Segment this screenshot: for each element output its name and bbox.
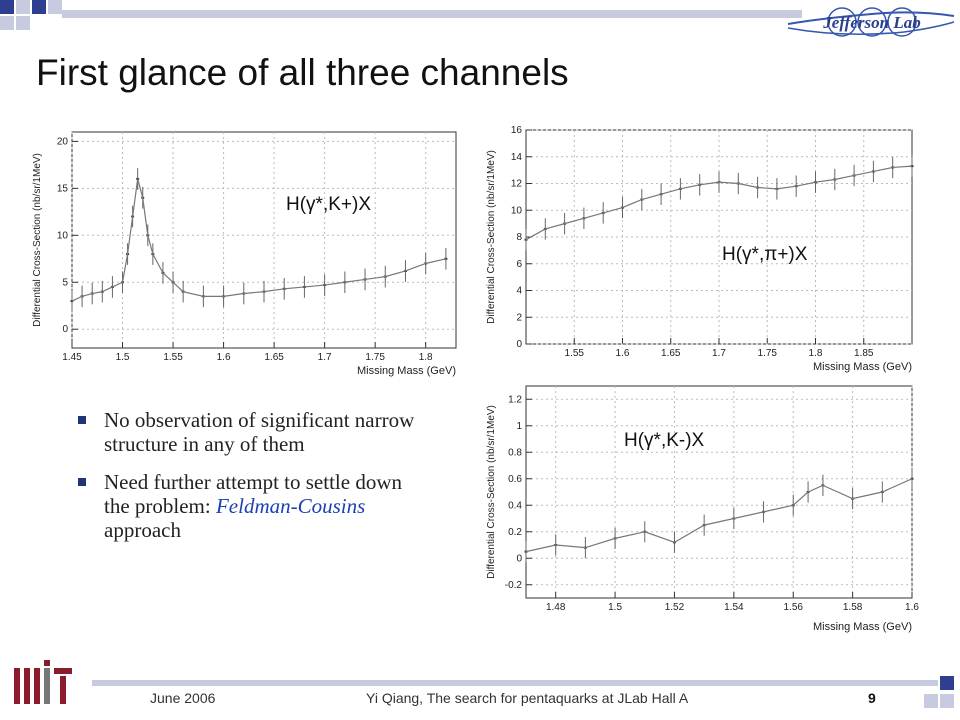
x-tick-label: 1.5	[608, 602, 622, 613]
chart-title: H(γ*,K+)X	[286, 194, 371, 215]
y-tick-label: 16	[511, 125, 523, 136]
x-tick-label: 1.58	[843, 602, 863, 613]
slide-title: First glance of all three channels	[36, 52, 569, 93]
bullet-list: No observation of significant narrow str…	[78, 408, 428, 556]
x-tick-label: 1.5	[116, 352, 130, 363]
x-tick-label: 1.65	[264, 352, 284, 363]
x-tick-label: 1.55	[163, 352, 183, 363]
bullet-text: No observation of significant narrow str…	[104, 408, 415, 456]
bullet-text: Need further attempt to settle down the …	[104, 470, 402, 518]
y-tick-label: 12	[511, 179, 523, 190]
y-tick-label: -0.2	[505, 580, 523, 591]
x-axis-label: Missing Mass (GeV)	[813, 621, 912, 633]
y-tick-label: 15	[57, 183, 69, 194]
y-tick-label: 6	[516, 259, 522, 270]
footer-date: June 2006	[150, 690, 216, 706]
y-axis-label: Differential Cross-Section (nb/sr/1MeV)	[486, 150, 497, 324]
chart-kminus: 1.48 1.5 1.52 1.54 1.56 1.58 1.6 -0.2 0 0.2 0.4 0.6…	[486, 385, 919, 633]
y-tick-label: 10	[511, 205, 523, 216]
chart-piplus: 1.55 1.6 1.65 1.7 1.75 1.8 1.85 0 2 4 6 8 10 12 14 16 Mi…	[486, 125, 914, 373]
page-number: 9	[868, 690, 876, 706]
y-tick-label: 0.8	[508, 447, 522, 458]
y-tick-label: 8	[516, 232, 522, 243]
x-tick-label: 1.65	[661, 348, 681, 359]
svg-text:Jefferson Lab: Jefferson Lab	[822, 13, 920, 32]
x-tick-label: 1.8	[419, 352, 433, 363]
y-tick-label: 5	[62, 277, 68, 288]
x-tick-label: 1.7	[712, 348, 726, 359]
series-line	[525, 165, 913, 241]
x-tick-label: 1.48	[546, 602, 566, 613]
y-axis-label: Differential Cross-Section (nb/sr/1MeV)	[486, 405, 497, 579]
bullet-highlight: Feldman-Cousins	[215, 494, 366, 518]
x-tick-label: 1.6	[905, 602, 919, 613]
plot-frame	[71, 131, 457, 349]
y-tick-label: 0.2	[508, 527, 522, 538]
series-line	[525, 478, 913, 553]
y-tick-label: 0	[516, 339, 522, 350]
bullet-item: No observation of significant narrow str…	[78, 408, 428, 456]
y-tick-label: 0.6	[508, 474, 522, 485]
x-tick-label: 1.6	[616, 348, 630, 359]
x-tick-label: 1.8	[809, 348, 823, 359]
x-tick-label: 1.55	[565, 348, 585, 359]
bullet-text-end: approach	[104, 518, 181, 542]
x-tick-label: 1.6	[217, 352, 231, 363]
header-bar	[0, 0, 802, 30]
y-tick-label: 10	[57, 230, 69, 241]
chart-title: H(γ*,π+)X	[722, 244, 808, 265]
y-tick-label: 0	[516, 553, 522, 564]
x-tick-label: 1.54	[724, 602, 744, 613]
y-tick-label: 4	[516, 286, 522, 297]
chart-kplus: 1.45 1.5 1.55 1.6 1.65 1.7 1.75 1.8 0 5 10 15 20 Miss…	[32, 131, 457, 377]
footer-bar	[14, 660, 954, 708]
y-tick-label: 0	[62, 324, 68, 335]
plot-frame	[525, 385, 913, 599]
y-tick-label: 0.4	[508, 500, 522, 511]
x-tick-label: 1.45	[62, 352, 82, 363]
x-axis-label: Missing Mass (GeV)	[813, 361, 912, 373]
mit-logo	[14, 660, 72, 704]
y-tick-label: 1.2	[508, 394, 522, 405]
x-tick-label: 1.75	[758, 348, 778, 359]
bullet-marker-icon	[78, 416, 86, 424]
bullet-item: Need further attempt to settle down the …	[78, 470, 428, 542]
x-tick-label: 1.52	[665, 602, 685, 613]
x-tick-label: 1.56	[783, 602, 803, 613]
bullet-marker-icon	[78, 478, 86, 486]
y-tick-label: 14	[511, 152, 523, 163]
y-axis-label: Differential Cross-Section (nb/sr/1MeV)	[32, 153, 43, 327]
x-tick-label: 1.85	[854, 348, 874, 359]
x-axis-label: Missing Mass (GeV)	[357, 365, 456, 377]
footer-center-text: Yi Qiang, The search for pentaquarks at …	[366, 690, 689, 706]
x-tick-label: 1.7	[318, 352, 332, 363]
jefferson-lab-logo: Jefferson Lab	[787, 7, 955, 37]
y-tick-label: 1	[516, 421, 522, 432]
y-tick-label: 20	[57, 136, 69, 147]
chart-title: H(γ*,K-)X	[624, 430, 705, 451]
x-tick-label: 1.75	[365, 352, 385, 363]
series-line	[71, 178, 447, 302]
y-tick-label: 2	[516, 312, 522, 323]
data-point	[444, 257, 448, 260]
